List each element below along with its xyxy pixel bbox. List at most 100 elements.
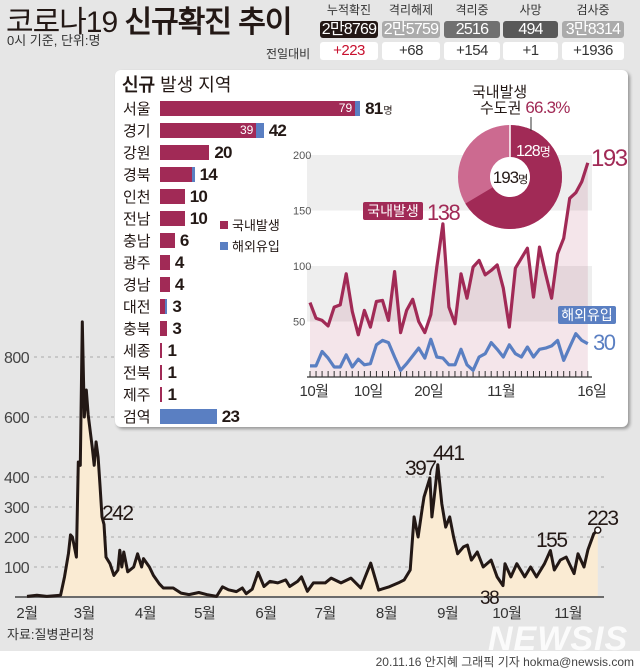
donut-hole	[490, 157, 530, 197]
y-axis-label: 150	[293, 206, 311, 218]
region-row-gyeongbuk: 경북 14	[123, 164, 218, 185]
imported-bar	[256, 123, 264, 138]
legend-swatch-imported	[220, 241, 228, 250]
annotation-223: 223	[587, 507, 618, 530]
stat-change: +68	[382, 42, 440, 60]
region-row-gyeongnam: 경남 4	[123, 274, 184, 295]
region-name: 전남	[123, 211, 151, 228]
region-name: 강원	[123, 145, 151, 162]
stat-value: 3만8314	[562, 21, 624, 38]
imported-line	[310, 332, 589, 372]
region-total: 20	[214, 142, 232, 162]
domestic-imported-chart: 50 100 150 200 10월 10일 20일 11월 16일 국내발생 138 193…	[293, 84, 628, 400]
month-label: 4월	[135, 605, 156, 622]
stat-change: +1	[503, 42, 558, 60]
stat-label: 사망	[519, 3, 542, 17]
stat-label: 검사중	[576, 3, 610, 17]
donut-heading: 국내발생	[472, 84, 527, 101]
stat-label: 격리중	[455, 3, 489, 17]
month-label: 7월	[315, 605, 336, 622]
region-name: 세종	[123, 343, 151, 360]
stat-deaths: 사망 494 +1	[503, 2, 558, 60]
title-light: 코로나19	[6, 6, 118, 39]
region-total: 4	[174, 274, 184, 294]
stat-label: 격리해제	[388, 3, 434, 17]
region-total: 3	[172, 296, 182, 316]
region-total: 1	[167, 340, 177, 360]
region-name: 인천	[123, 189, 151, 206]
region-row-incheon: 인천 10	[123, 187, 208, 207]
stat-value: 2만8769	[320, 21, 378, 38]
stats-header: 누적확진 2만8769 +223 격리해제 2만5759 +68 격리중 251…	[0, 0, 640, 64]
month-label: 8월	[376, 605, 397, 622]
domestic-bar: 79	[160, 101, 356, 116]
region-total: 6	[179, 230, 189, 250]
x-axis-label: 11월	[487, 383, 515, 400]
region-name: 경남	[123, 277, 151, 294]
domestic-bar	[160, 189, 185, 204]
inner-x-labels: 10월 10일 20일 11월 16일	[300, 383, 607, 400]
panel-title: 신규 발생 지역	[122, 71, 231, 97]
region-row-jeonnam: 전남 10	[123, 209, 208, 229]
domestic-area-fill	[310, 162, 588, 377]
month-label: 9월	[437, 605, 458, 622]
region-total: 14	[199, 164, 218, 184]
domestic-bar	[160, 365, 163, 380]
y-axis-label: 400	[4, 470, 30, 487]
region-row-quarantine: 검역 23	[123, 407, 240, 427]
region-row-gyeonggi: 경기 39 42	[123, 121, 287, 141]
y-axis-label: 300	[4, 500, 30, 517]
legend-label: 국내발생	[232, 218, 280, 233]
annotation-38: 38	[480, 588, 499, 609]
region-name: 제주	[123, 387, 151, 404]
imported-tag-bg	[558, 306, 616, 324]
imported-bar	[164, 299, 168, 314]
legend-label: 해외유입	[232, 239, 280, 254]
month-label: 10월	[492, 605, 521, 622]
domestic-count-label: 39	[239, 123, 254, 137]
domestic-bar	[160, 277, 170, 292]
footer-strip: 20.11.16 안지혜 그래픽 기자 hokma@newsis.com	[0, 651, 640, 669]
stat-testing: 검사중 3만8314 +1936	[562, 2, 624, 60]
domestic-count-label: 79	[338, 101, 353, 115]
region-row-gwangju: 광주 4	[123, 253, 184, 273]
inner-y-labels: 50 100 150 200	[293, 150, 311, 329]
imported-last-label: 30	[593, 330, 616, 355]
domestic-bar	[160, 255, 170, 270]
imported-bar	[192, 167, 195, 182]
domestic-line	[308, 162, 590, 337]
donut-segment-label: 128명	[516, 143, 550, 160]
region-total: 1	[167, 384, 177, 404]
x-axis-label: 20일	[414, 383, 443, 400]
panel-title-rest: 발생 지역	[160, 75, 232, 95]
domestic-tag: 국내발생	[367, 203, 419, 219]
region-name: 경북	[123, 167, 151, 184]
region-row-seoul: 서울 79 81명	[123, 99, 393, 119]
stat-change: +154	[444, 42, 500, 60]
regional-panel: 50 100 150 200 10월 10일 20일 11월 16일 국내발생 138 193…	[115, 70, 628, 427]
domestic-bar	[160, 145, 210, 160]
legend-domestic: 국내발생	[220, 215, 280, 234]
region-name: 서울	[123, 101, 151, 118]
source-note: 자료:질병관리청	[7, 627, 95, 642]
imported-tag: 해외유입	[561, 307, 613, 323]
region-row-jeju: 제주 1	[123, 384, 177, 405]
domestic-bar	[160, 321, 168, 336]
y-axis-label: 600	[4, 410, 30, 427]
region-row-daejeon: 대전 3	[123, 296, 182, 317]
month-label: 6월	[255, 605, 276, 622]
annotation-242: 242	[102, 502, 133, 525]
domestic-tag-bg	[363, 202, 423, 220]
domestic-bar	[160, 167, 193, 182]
stat-value: 494	[503, 21, 558, 38]
domestic-bar	[160, 387, 163, 402]
x-axis-label: 16일	[577, 383, 606, 400]
annotation-155: 155	[536, 529, 567, 552]
region-row-sejong: 세종 1	[123, 340, 177, 361]
main-gridlines: 100 200 300 400 600 800	[4, 350, 604, 577]
region-name: 충남	[123, 233, 151, 250]
legend-swatch-domestic	[220, 220, 228, 229]
region-name: 검역	[123, 409, 151, 426]
main-area-fill	[27, 321, 598, 597]
